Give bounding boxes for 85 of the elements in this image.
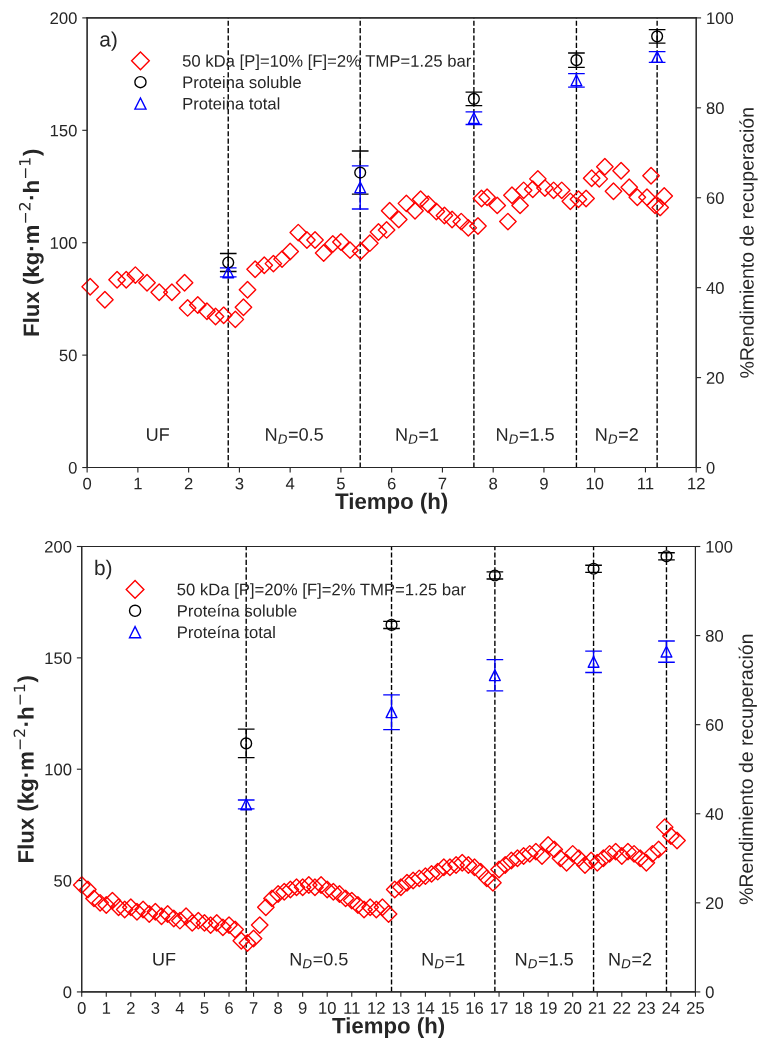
annotation: N$_{D}$=2 [596, 428, 638, 444]
annotation: N$_{D}$=1.5 [497, 428, 554, 444]
y-tick-label: 150 [50, 124, 77, 137]
y-tick-label: 0 [68, 461, 77, 474]
y2-axis-title: %Rendimiento de recuperación [739, 108, 758, 378]
y-tick-label: 100 [45, 763, 72, 776]
x-tick-label: 1 [102, 1002, 111, 1014]
x-tick-label: 4 [175, 1002, 185, 1014]
x-tick-label: 6 [387, 477, 396, 490]
x-tick-label: 16 [466, 1002, 484, 1014]
x-tick-label: 6 [225, 1002, 233, 1014]
x-tick-label: 9 [298, 1002, 307, 1014]
legend-label: Proteína soluble [178, 604, 297, 617]
x-tick-label: 18 [515, 1002, 533, 1014]
y-axis-title: Flux (kg·m$^{−2}$·h$^{−1}$) [18, 149, 44, 336]
annotation: a) [100, 31, 117, 51]
x-tick-label: 12 [368, 1002, 385, 1014]
y2-tick-label: 100 [706, 540, 733, 553]
x-tick-label: 5 [336, 477, 345, 490]
annotation: N$_{D}$=0.5 [290, 952, 348, 969]
x-tick-label: 8 [489, 477, 498, 490]
annotation: b) [95, 559, 112, 580]
x-tick-label: 23 [637, 1002, 655, 1014]
x-tick-label: 10 [586, 477, 604, 490]
x-tick-label: 0 [83, 477, 92, 490]
y2-tick-label: 20 [706, 897, 724, 910]
x-tick-label: 2 [184, 477, 193, 490]
x-tick-label: 24 [662, 1002, 680, 1014]
annotation: N$_{D}$=1 [396, 428, 439, 444]
legend-label: 50 kDa [P]=20% [F]=2% TMP=1.25 bar [177, 583, 466, 599]
y2-tick-label: 0 [706, 461, 715, 474]
legend-label: Proteína total [178, 625, 275, 639]
x-tick-label: 17 [491, 1002, 508, 1014]
x-tick-label: 21 [588, 1002, 606, 1014]
y-tick-label: 100 [50, 237, 77, 249]
x-tick-label: 2 [127, 1002, 135, 1014]
x-tick-label: 10 [319, 1002, 336, 1014]
legend-label: Proteina total [183, 97, 280, 110]
y2-tick-label: 80 [705, 629, 724, 642]
x-tick-label: 19 [540, 1002, 557, 1014]
annotation: N$_{D}$=2 [609, 952, 652, 969]
x-tick-label: 20 [564, 1002, 582, 1014]
x-tick-label: 12 [688, 477, 705, 490]
y-tick-label: 50 [54, 874, 72, 887]
annotation: N$_{D}$=1 [422, 952, 465, 969]
y2-axis-title: %Rendimiento de recuperación [738, 634, 757, 905]
y-tick-label: 200 [50, 12, 77, 25]
y2-tick-label: 0 [705, 986, 714, 999]
x-tick-label: 1 [134, 477, 142, 490]
x-tick-label: 25 [687, 1002, 705, 1014]
x-tick-label: 13 [392, 1002, 410, 1014]
y-tick-label: 200 [45, 540, 72, 553]
x-tick-label: 3 [151, 1002, 160, 1014]
y2-tick-label: 40 [706, 282, 724, 294]
y2-tick-label: 100 [707, 12, 734, 25]
legend-label: Proteina soluble [183, 75, 301, 89]
x-tick-label: 9 [540, 477, 548, 490]
y-tick-label: 50 [59, 349, 77, 362]
x-tick-label: 14 [417, 1002, 435, 1014]
x-tick-label: 15 [441, 1002, 459, 1014]
x-tick-label: 5 [200, 1002, 209, 1014]
annotation: UF [147, 428, 169, 441]
annotation: UF [153, 952, 176, 966]
x-tick-label: 0 [77, 1002, 86, 1014]
y-tick-label: 0 [63, 986, 72, 999]
y2-tick-label: 40 [705, 808, 724, 820]
x-tick-label: 11 [638, 477, 654, 490]
annotation: N$_{D}$=0.5 [266, 428, 323, 444]
x-tick-label: 22 [613, 1002, 631, 1014]
x-tick-label: 3 [235, 477, 244, 490]
y-axis-title: Flux (kg·m$^{−2}$·h$^{−1}$) [13, 676, 39, 862]
y-tick-label: 150 [45, 652, 72, 665]
x-tick-label: 11 [344, 1002, 360, 1014]
y2-tick-label: 20 [706, 372, 724, 384]
y2-tick-label: 60 [706, 719, 724, 731]
x-tick-label: 8 [274, 1002, 283, 1014]
y2-tick-label: 80 [706, 102, 724, 115]
x-tick-label: 7 [438, 477, 447, 490]
x-axis-title: Tiempo (h) [332, 1017, 445, 1038]
y2-tick-label: 60 [706, 192, 724, 204]
x-tick-label: 7 [249, 1002, 258, 1014]
x-axis-title: Tiempo (h) [335, 492, 448, 514]
x-tick-label: 4 [285, 477, 295, 490]
annotation: N$_{D}$=1.5 [516, 952, 573, 969]
legend-label: 50 kDa [P]=10% [F]=2% TMP=1.25 bar [182, 54, 472, 71]
